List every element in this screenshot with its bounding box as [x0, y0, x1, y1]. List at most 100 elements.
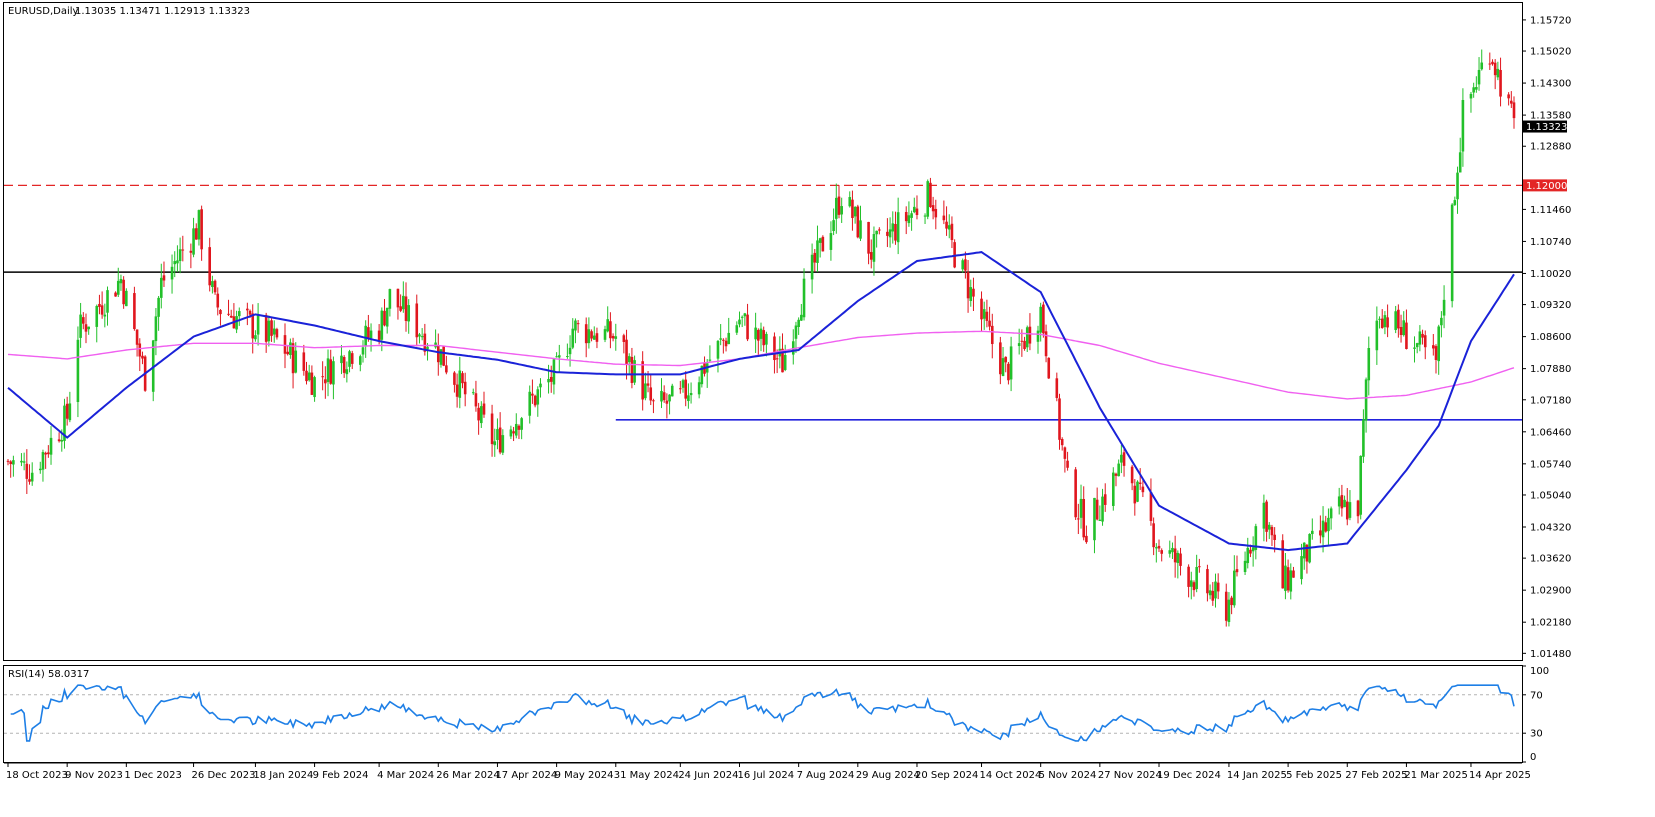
- candle-body: [197, 210, 201, 240]
- ohlc-label: 1.13035 1.13471 1.12913 1.13323: [75, 6, 250, 17]
- rsi-pane[interactable]: [3, 665, 1523, 763]
- candles: [6, 49, 1516, 627]
- candle-body: [1337, 496, 1341, 507]
- candle-body: [283, 335, 287, 354]
- candle-body: [1378, 318, 1381, 320]
- candle-body: [402, 295, 405, 310]
- candle-body: [1176, 552, 1180, 564]
- candle-body: [1192, 582, 1196, 591]
- candle-body: [1343, 499, 1346, 508]
- candle-body: [1418, 331, 1422, 345]
- candle-body: [176, 260, 179, 264]
- candle-body: [568, 347, 572, 355]
- candle-body: [972, 288, 975, 297]
- candle-body: [63, 405, 66, 441]
- candle-body: [1206, 569, 1209, 594]
- candle-body: [423, 333, 427, 352]
- candle-body: [1122, 452, 1126, 466]
- candle-body: [364, 325, 367, 347]
- candle-body: [1004, 356, 1008, 363]
- candle-body: [79, 314, 82, 338]
- candle-body: [1168, 550, 1172, 554]
- candle-body: [1488, 63, 1492, 65]
- candle-body: [859, 220, 862, 239]
- candle-body: [100, 305, 104, 315]
- candle-body: [813, 252, 817, 263]
- candle-body: [82, 317, 85, 324]
- candle-body: [746, 314, 749, 340]
- candle-body: [38, 468, 42, 471]
- candle-body: [289, 342, 292, 356]
- candle-body: [307, 372, 311, 381]
- candle-body: [442, 346, 445, 366]
- candle-body: [926, 181, 930, 217]
- candle-body: [493, 441, 497, 446]
- price-tick-label: 1.07180: [1530, 395, 1571, 406]
- candle-body: [1101, 496, 1104, 522]
- candle-body: [248, 310, 252, 315]
- candle-body: [294, 350, 298, 373]
- candle-body: [800, 314, 803, 321]
- price-levels: [4, 184, 1522, 421]
- candle-body: [498, 427, 502, 453]
- candle-body: [321, 376, 324, 378]
- candle-body: [1208, 590, 1212, 596]
- candle-body: [436, 345, 440, 363]
- candle-body: [520, 418, 523, 430]
- candle-body: [47, 452, 50, 455]
- candle-body: [574, 320, 577, 331]
- candle-body: [332, 361, 335, 385]
- candle-body: [1074, 469, 1077, 518]
- candle-body: [1453, 200, 1457, 205]
- time-tick-label: 5 Nov 2024: [1039, 770, 1097, 781]
- candle-body: [200, 209, 203, 250]
- candle-body: [439, 349, 443, 365]
- candle-body: [837, 196, 841, 215]
- candle-body: [687, 395, 690, 402]
- candle-body: [251, 313, 255, 339]
- candle-body: [1375, 320, 1379, 351]
- candle-body: [1138, 482, 1142, 484]
- candle-body: [453, 372, 456, 385]
- candle-body: [229, 315, 233, 318]
- candle-body: [590, 331, 593, 339]
- candle-body: [888, 229, 892, 238]
- candle-body: [856, 206, 860, 238]
- candle-body: [1095, 499, 1099, 520]
- candle-body: [592, 335, 596, 340]
- candle-body: [832, 220, 835, 232]
- candle-body: [595, 333, 599, 342]
- candle-body: [875, 230, 878, 235]
- candle-body: [1432, 345, 1435, 349]
- candle-body: [1496, 68, 1500, 78]
- candle-body: [270, 320, 273, 336]
- candle-body: [1284, 565, 1287, 591]
- time-tick-label: 5 Feb 2025: [1286, 770, 1342, 781]
- candle-body: [1009, 346, 1013, 380]
- time-tick-label: 20 Sep 2024: [915, 770, 978, 781]
- candle-body: [1286, 567, 1290, 591]
- candle-body: [1415, 343, 1419, 348]
- candle-body: [264, 314, 268, 342]
- candle-body: [367, 327, 370, 338]
- current-price-tag-label: 1.13323: [1526, 122, 1567, 133]
- candle-body: [735, 325, 739, 333]
- candle-body: [1133, 485, 1137, 504]
- candle-body: [969, 287, 973, 301]
- candle-body: [646, 383, 650, 386]
- candle-body: [773, 336, 776, 361]
- candle-body: [57, 439, 61, 442]
- candle-body: [1499, 69, 1502, 97]
- candle-body: [125, 290, 128, 307]
- candle-body: [1402, 320, 1406, 336]
- candle-body: [1507, 94, 1510, 99]
- candle-body: [641, 361, 644, 400]
- candle-body: [25, 463, 29, 479]
- candle-body: [1246, 547, 1250, 564]
- candle-body: [1281, 540, 1285, 589]
- candle-body: [342, 357, 346, 373]
- candle-body: [1397, 309, 1400, 329]
- candle-body: [528, 391, 532, 416]
